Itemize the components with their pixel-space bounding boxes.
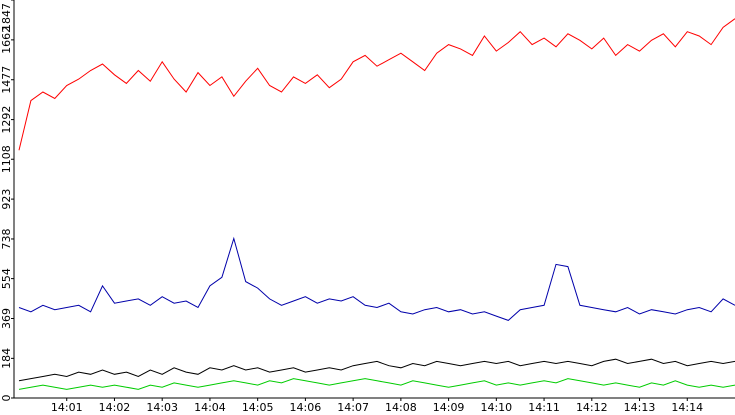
y-tick-label: 0 bbox=[0, 395, 13, 402]
y-tick-label: 738 bbox=[0, 228, 13, 249]
x-tick-label: 14:09 bbox=[433, 401, 465, 414]
y-tick-label: 184 bbox=[0, 348, 13, 369]
series-line bbox=[18, 18, 735, 151]
x-tick-label: 14:14 bbox=[671, 401, 703, 414]
x-tick-label: 14:01 bbox=[51, 401, 83, 414]
y-tick-label: 1847 bbox=[0, 3, 13, 31]
y-tick-label: 1292 bbox=[0, 106, 13, 134]
series-line bbox=[18, 236, 735, 321]
x-tick-label: 14:11 bbox=[528, 401, 560, 414]
series-line bbox=[18, 358, 735, 382]
x-tick-label: 14:04 bbox=[194, 401, 226, 414]
y-tick-label: 1477 bbox=[0, 66, 13, 94]
y-tick-label: 923 bbox=[0, 189, 13, 210]
y-tick-label: 369 bbox=[0, 308, 13, 329]
x-tick-label: 14:10 bbox=[480, 401, 512, 414]
x-tick-label: 14:02 bbox=[99, 401, 131, 414]
x-tick-label: 14:06 bbox=[290, 401, 322, 414]
x-tick-label: 14:05 bbox=[242, 401, 274, 414]
series-line bbox=[18, 378, 735, 390]
x-tick-label: 14:07 bbox=[337, 401, 369, 414]
y-tick-label: 554 bbox=[0, 268, 13, 289]
x-tick-label: 14:13 bbox=[624, 401, 656, 414]
y-tick-label: 1108 bbox=[0, 145, 13, 173]
x-tick-label: 14:08 bbox=[385, 401, 417, 414]
y-tick-label: 1662 bbox=[0, 26, 13, 54]
x-tick-label: 14:03 bbox=[146, 401, 178, 414]
x-tick-label: 14:12 bbox=[576, 401, 608, 414]
